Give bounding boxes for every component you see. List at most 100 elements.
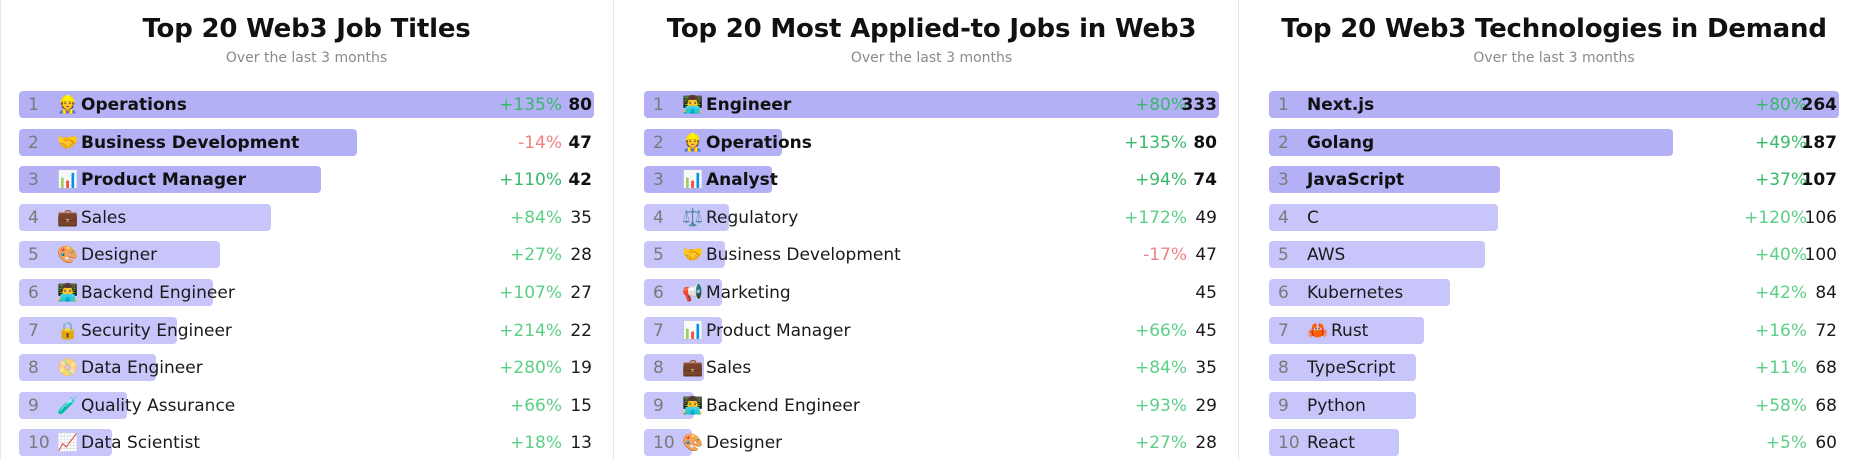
category-text: Designer	[81, 245, 158, 266]
count-value: 80	[1193, 132, 1217, 153]
chart-row: 2 Golang +49% 187	[1269, 125, 1839, 163]
change-percent: +214%	[499, 320, 562, 341]
category-label: JavaScript	[1307, 162, 1404, 198]
chart-row: 6 📢 Marketing 45	[644, 275, 1219, 313]
change-percent: +110%	[499, 170, 562, 191]
chart-row: 5 🎨 Designer +27% 28	[19, 237, 594, 275]
rank-label: 3	[653, 170, 664, 191]
rank-label: 1	[28, 95, 39, 115]
count-value: 42	[568, 170, 592, 191]
chart-row: 10 📈 Data Scientist +18% 13	[19, 425, 594, 459]
change-percent: +18%	[509, 433, 562, 454]
category-text: Operations	[706, 132, 812, 153]
chart-row: 4 C +120% 106	[1269, 200, 1839, 238]
category-text: Data Scientist	[81, 433, 200, 454]
category-label: Kubernetes	[1307, 275, 1403, 311]
chart-row: 4 💼 Sales +84% 35	[19, 200, 594, 238]
bar	[644, 354, 705, 382]
category-text: Product Manager	[706, 320, 851, 341]
bar	[1269, 203, 1498, 231]
count-value: 47	[568, 132, 592, 153]
bar	[19, 203, 271, 231]
bar	[644, 429, 693, 457]
rank-label: 8	[1278, 358, 1289, 379]
chart-rows: 1 Next.js +80% 264 2 Golang +49% 187 3 JavaScript…	[1269, 87, 1839, 459]
rank-label: 6	[653, 282, 664, 303]
change-percent: +42%	[1754, 282, 1807, 303]
category-text: Rust	[1331, 320, 1369, 341]
category-text: C	[1307, 207, 1319, 228]
rank-label: 4	[653, 207, 664, 228]
crab-icon: 🦀	[1307, 320, 1329, 341]
megaphone-icon: 📢	[682, 282, 704, 303]
count-value: 107	[1801, 170, 1838, 191]
category-text: Next.js	[1307, 95, 1375, 115]
bar	[644, 166, 772, 194]
change-percent: +5%	[1765, 433, 1807, 454]
chart-row: 9 👨‍💻 Backend Engineer +93% 29	[644, 388, 1219, 426]
bar-chart-icon: 📊	[682, 320, 704, 341]
change-percent: +80%	[1134, 95, 1187, 115]
category-label: C	[1307, 200, 1319, 236]
count-value: 74	[1193, 170, 1217, 191]
bar	[644, 391, 695, 419]
chart-row: 5 🤝 Business Development -17% 47	[644, 237, 1219, 275]
balance-scale-icon: ⚖️	[682, 207, 704, 228]
bar-chart-icon: 📊	[682, 170, 704, 191]
rank-label: 10	[653, 433, 675, 454]
category-label: AWS	[1307, 237, 1345, 273]
rank-label: 4	[1278, 207, 1289, 228]
rank-label: 2	[653, 132, 664, 153]
bar	[644, 278, 722, 306]
category-label: 👨‍💻 Backend Engineer	[57, 275, 235, 311]
disk-icon: 📀	[57, 358, 79, 379]
rank-label: 7	[653, 320, 664, 341]
chart-row: 9 🧪 Quality Assurance +66% 15	[19, 388, 594, 426]
count-value: 28	[570, 245, 592, 266]
change-percent: +40%	[1754, 245, 1807, 266]
technologist-icon: 👨‍💻	[682, 395, 704, 416]
category-text: Product Manager	[81, 170, 246, 191]
category-text: Operations	[81, 95, 187, 115]
change-percent: +16%	[1754, 320, 1807, 341]
category-text: React	[1307, 433, 1355, 454]
change-percent: +172%	[1124, 207, 1187, 228]
category-text: Engineer	[706, 95, 792, 115]
chart-row: 3 JavaScript +37% 107	[1269, 162, 1839, 200]
change-percent: +37%	[1754, 170, 1807, 191]
chart-subtitle: Over the last 3 months	[225, 50, 388, 66]
category-text: JavaScript	[1307, 170, 1405, 191]
chart-increasing-icon: 📈	[57, 433, 79, 454]
rank-label: 5	[653, 245, 664, 266]
count-value: 68	[1815, 358, 1837, 379]
count-value: 49	[1195, 207, 1217, 228]
bar	[1269, 429, 1399, 457]
chart-title: Top 20 Web3 Technologies in Demand	[1281, 14, 1827, 44]
chart-row: 1 Next.js +80% 264	[1269, 87, 1839, 125]
count-value: 29	[1195, 395, 1217, 416]
category-text: Backend Engineer	[706, 395, 860, 416]
category-label: 🎨 Designer	[682, 425, 782, 459]
chart-row: 6 👨‍💻 Backend Engineer +107% 27	[19, 275, 594, 313]
rank-label: 7	[28, 320, 39, 341]
count-value: 22	[570, 320, 592, 341]
chart-row: 8 📀 Data Engineer +280% 19	[19, 350, 594, 388]
bar	[19, 354, 156, 382]
category-text: Security Engineer	[81, 320, 232, 341]
category-label: 📀 Data Engineer	[57, 350, 203, 386]
palette-icon: 🎨	[57, 245, 79, 266]
rank-label: 8	[28, 358, 39, 379]
change-percent: +107%	[499, 282, 562, 303]
change-percent: +58%	[1754, 395, 1807, 416]
count-value: 187	[1801, 132, 1838, 153]
count-value: 28	[1195, 433, 1217, 454]
handshake-icon: 🤝	[682, 245, 704, 266]
bar	[19, 391, 127, 419]
category-label: 👨‍💻 Engineer	[682, 87, 791, 123]
briefcase-icon: 💼	[682, 358, 704, 379]
worker-icon: 👷	[682, 132, 704, 153]
change-percent: +94%	[1134, 170, 1187, 191]
technologies-chart: Top 20 Web3 Technologies in Demand Over …	[1251, 0, 1857, 459]
panel-divider	[0, 0, 1, 459]
rank-label: 2	[1278, 132, 1289, 153]
